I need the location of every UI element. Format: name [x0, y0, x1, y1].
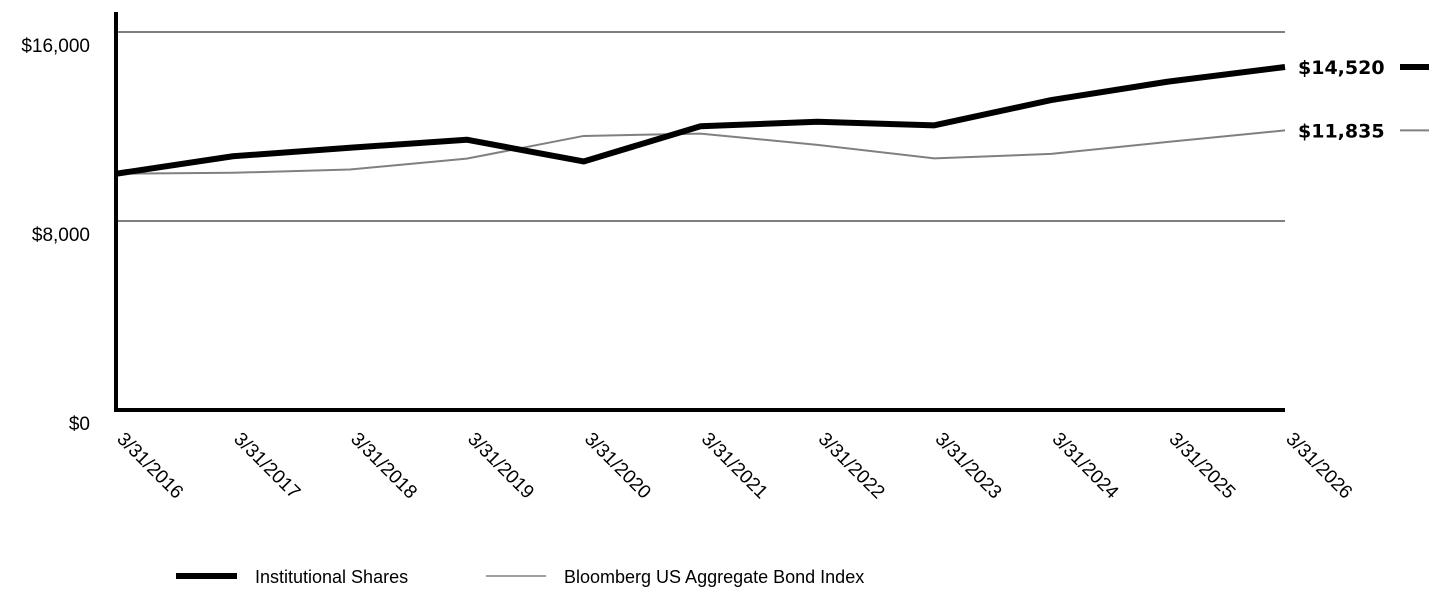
x-tick-label: 3/31/2024 — [1048, 429, 1123, 504]
x-tick-label: 3/31/2016 — [112, 429, 187, 504]
x-tick-label: 3/31/2020 — [580, 429, 655, 504]
gridlines — [116, 31, 1285, 222]
series-lines — [115, 63, 1286, 177]
series-line-1 — [115, 129, 1286, 175]
y-tick-label: $8,000 — [32, 225, 90, 246]
end-value-labels: $14,520 $11,835 — [1298, 57, 1429, 142]
x-axis-ticks: 3/31/2016 3/31/2017 3/31/2018 3/31/2019 3/31… — [112, 429, 1356, 504]
legend: Institutional Shares Bloomberg US Aggrega… — [176, 567, 864, 587]
axes — [114, 12, 1285, 412]
series-line-0 — [115, 63, 1286, 177]
x-tick-label: 3/31/2018 — [346, 429, 421, 504]
y-tick-label: $0 — [69, 414, 90, 435]
y-axis-ticks: $0 $8,000 $16,000 — [21, 36, 90, 435]
x-tick-label: 3/31/2017 — [229, 429, 304, 504]
x-tick-label: 3/31/2022 — [814, 429, 889, 504]
x-tick-label: 3/31/2025 — [1165, 429, 1240, 504]
x-tick-label: 3/31/2026 — [1281, 429, 1356, 504]
end-value-label-0: $14,520 — [1298, 57, 1385, 79]
legend-label-0: Institutional Shares — [255, 567, 408, 587]
x-tick-label: 3/31/2019 — [463, 429, 538, 504]
x-tick-label: 3/31/2023 — [931, 429, 1006, 504]
y-tick-label: $16,000 — [21, 36, 90, 57]
end-value-label-1: $11,835 — [1298, 120, 1385, 142]
legend-label-1: Bloomberg US Aggregate Bond Index — [564, 567, 864, 587]
x-tick-label: 3/31/2021 — [697, 429, 772, 504]
